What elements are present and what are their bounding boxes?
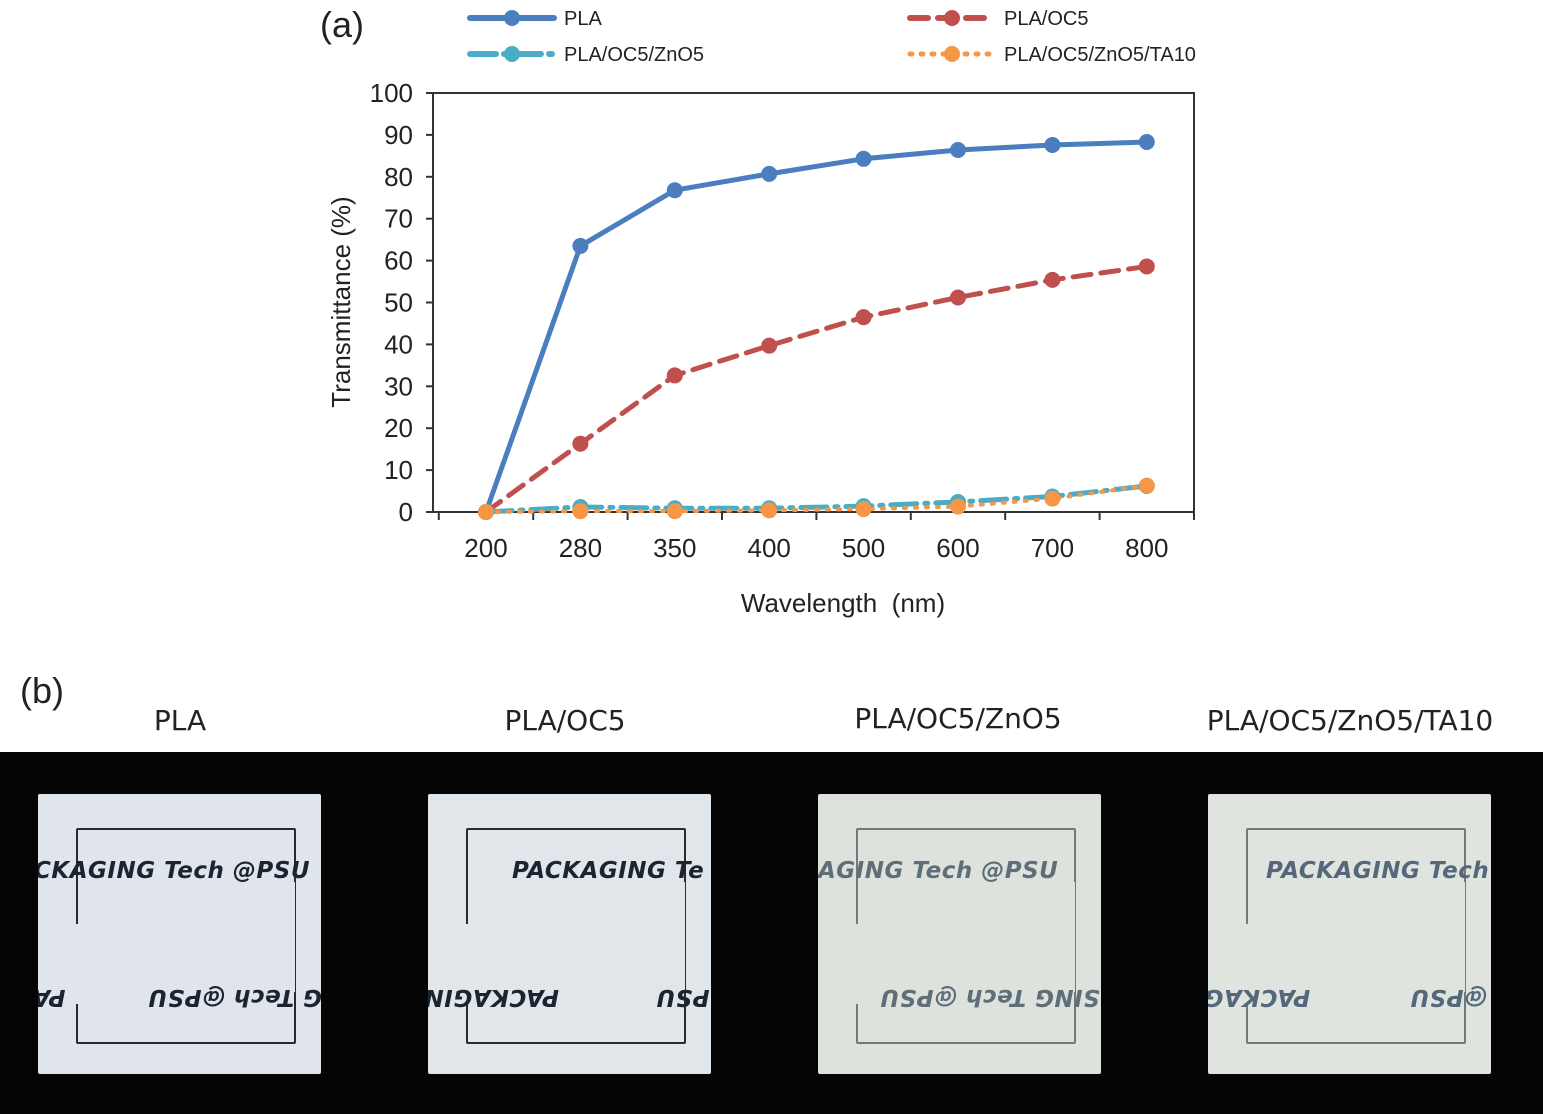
y-tick-label: 90 (384, 120, 413, 150)
legend-entry: PLA (467, 8, 602, 30)
data-point (666, 367, 683, 384)
data-point (572, 503, 589, 520)
sample-film-pla: CKAGING Tech @PSU PA G Tech @PSU (38, 794, 321, 1074)
data-point (855, 150, 872, 167)
data-point (572, 435, 589, 452)
photo-label-pla-oc5-zno5: PLA/OC5/ZnO5 (854, 702, 1062, 735)
series-lines (478, 134, 1155, 520)
legend: PLA PLA/OC5 PLA/OC5/ZnO5 PLA/OC5/ZnO5/TA10 (467, 8, 1196, 66)
x-tick-label: 400 (748, 533, 791, 563)
legend-swatch-marker (504, 10, 520, 26)
print-text-bottom-left: PACKAGIN (428, 984, 560, 1010)
print-text-bottom-right: SING Tech @PSU (880, 984, 1100, 1010)
photo-label-pla: PLA (153, 704, 207, 737)
plot-frame (432, 92, 1195, 513)
photo-label-pla-oc5-zno5-ta10: PLA/OC5/ZnO5/TA10 (1206, 704, 1494, 737)
legend-entry: PLA/OC5/ZnO5/TA10 (907, 44, 1196, 66)
x-tick-label: 500 (842, 533, 885, 563)
data-point (761, 337, 778, 354)
series-line (484, 483, 1149, 514)
y-tick-label: 60 (384, 246, 413, 276)
tick-labels: 0 10 20 30 40 50 60 70 80 90 100 200 280 350 400 500 600… (370, 78, 1169, 563)
x-tick-label: 200 (464, 533, 507, 563)
panel-b-label: (b) (20, 670, 64, 711)
sample-film-pla-oc5: PACKAGING Te PACKAGIN PSU (428, 794, 711, 1074)
y-tick-label: 40 (384, 329, 413, 359)
axes (426, 92, 1195, 520)
y-tick-label: 50 (384, 288, 413, 318)
sample-film-pla-oc5-zno5: AGING Tech @PSU SING Tech @PSU (818, 794, 1101, 1074)
data-point (666, 503, 683, 520)
data-point (950, 289, 966, 306)
data-point (855, 309, 872, 326)
data-point (478, 504, 494, 520)
y-tick-label: 0 (399, 497, 413, 527)
x-tick-label: 280 (559, 533, 602, 563)
series-line (483, 263, 1150, 515)
y-tick-label: 30 (384, 371, 413, 401)
print-text-top: CKAGING Tech @PSU (38, 858, 311, 884)
print-text-top: AGING Tech @PSU (818, 858, 1059, 884)
series-pla-oc5-zno5-ta10 (478, 477, 1155, 520)
x-tick-label: 350 (653, 533, 696, 563)
data-point (666, 182, 683, 199)
x-tick-label: 800 (1125, 533, 1168, 563)
data-point (950, 141, 966, 158)
y-axis-label: Transmittance (%) (326, 196, 356, 407)
transmittance-chart: 0 10 20 30 40 50 60 70 80 90 100 200 280 350 400 500 600… (326, 8, 1196, 618)
legend-label: PLA/OC5 (1004, 8, 1088, 30)
data-point (1138, 134, 1155, 151)
sample-photo-strip: CKAGING Tech @PSU PA G Tech @PSU PACKAGI… (0, 752, 1543, 1114)
y-tick-label: 80 (384, 162, 413, 192)
data-point (761, 502, 778, 519)
data-point (761, 165, 778, 182)
data-point (950, 498, 966, 515)
photo-label-pla-oc5: PLA/OC5 (504, 704, 626, 737)
series-pla-oc5 (478, 258, 1155, 520)
x-axis-label: Wavelength (nm) (741, 588, 945, 618)
print-text-bottom-right: @PSU (1410, 984, 1488, 1010)
legend-label: PLA/OC5/ZnO5 (564, 44, 704, 66)
legend-label: PLA/OC5/ZnO5/TA10 (1004, 44, 1196, 66)
legend-swatch-marker (944, 46, 960, 62)
sample-film-pla-oc5-zno5-ta10: PACKAGING Tech PACKAG @PSU (1208, 794, 1491, 1074)
data-point (572, 237, 589, 254)
panel-a-label: (a) (320, 4, 364, 45)
y-tick-label: 100 (370, 78, 413, 108)
x-tick-label: 700 (1031, 533, 1074, 563)
print-text-bottom-left: PA (38, 984, 66, 1010)
y-tick-label: 20 (384, 413, 413, 443)
x-tick-label: 600 (936, 533, 979, 563)
legend-entry: PLA/OC5 (907, 8, 1088, 30)
data-point (1044, 271, 1061, 288)
data-point (1138, 258, 1155, 275)
series-line (483, 139, 1150, 515)
print-text-bottom-left: PACKAG (1208, 984, 1311, 1010)
print-text-bottom-right: PSU (656, 984, 710, 1010)
print-text-bottom-right: G Tech @PSU (148, 984, 321, 1010)
series-line (483, 483, 1150, 515)
y-tick-label: 10 (384, 455, 413, 485)
legend-label: PLA (564, 8, 602, 30)
series-pla (478, 134, 1155, 520)
data-point (855, 501, 872, 518)
data-point (1044, 490, 1061, 507)
y-tick-label: 70 (384, 204, 413, 234)
legend-swatch-marker (504, 46, 520, 62)
print-text-top: PACKAGING Te (512, 858, 705, 884)
print-text-top: PACKAGING Tech (1266, 858, 1490, 884)
data-point (1138, 477, 1155, 494)
legend-swatch-marker (944, 10, 960, 26)
data-point (1044, 136, 1061, 153)
legend-entry: PLA/OC5/ZnO5 (467, 44, 704, 66)
